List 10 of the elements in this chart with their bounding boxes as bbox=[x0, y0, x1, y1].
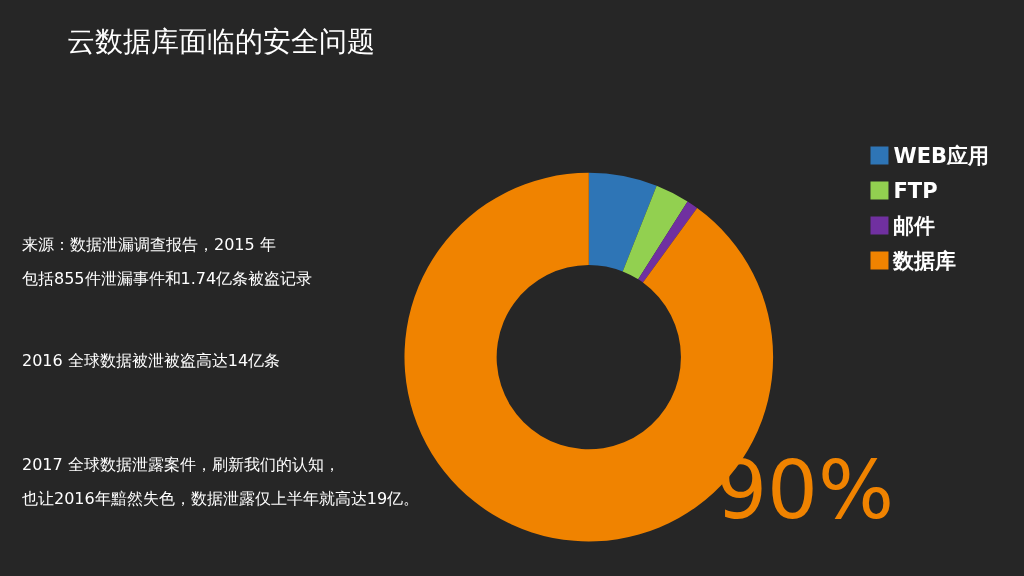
text: 也让2016年黯然失色，数据泄露仅上半年就高达19亿。 bbox=[22, 488, 420, 508]
chart-title: 云数据库面临的安全问题 bbox=[67, 24, 375, 58]
source-note: 来源：数据泄漏调查报告，2015 年 bbox=[22, 234, 276, 254]
text: 2017 全球数据泄露案件，刷新我们的认知， bbox=[22, 454, 340, 474]
legend-label: 邮件 bbox=[893, 213, 936, 238]
legend-label: 数据库 bbox=[892, 248, 957, 273]
legend-label: WEB应用 bbox=[893, 143, 989, 168]
text: 包括855件泄漏事件和1.74亿条被盗记录 bbox=[22, 268, 313, 288]
legend-label: FTP bbox=[893, 178, 938, 203]
text: 2016 全球数据被泄被盗高达14亿条 bbox=[22, 350, 281, 370]
